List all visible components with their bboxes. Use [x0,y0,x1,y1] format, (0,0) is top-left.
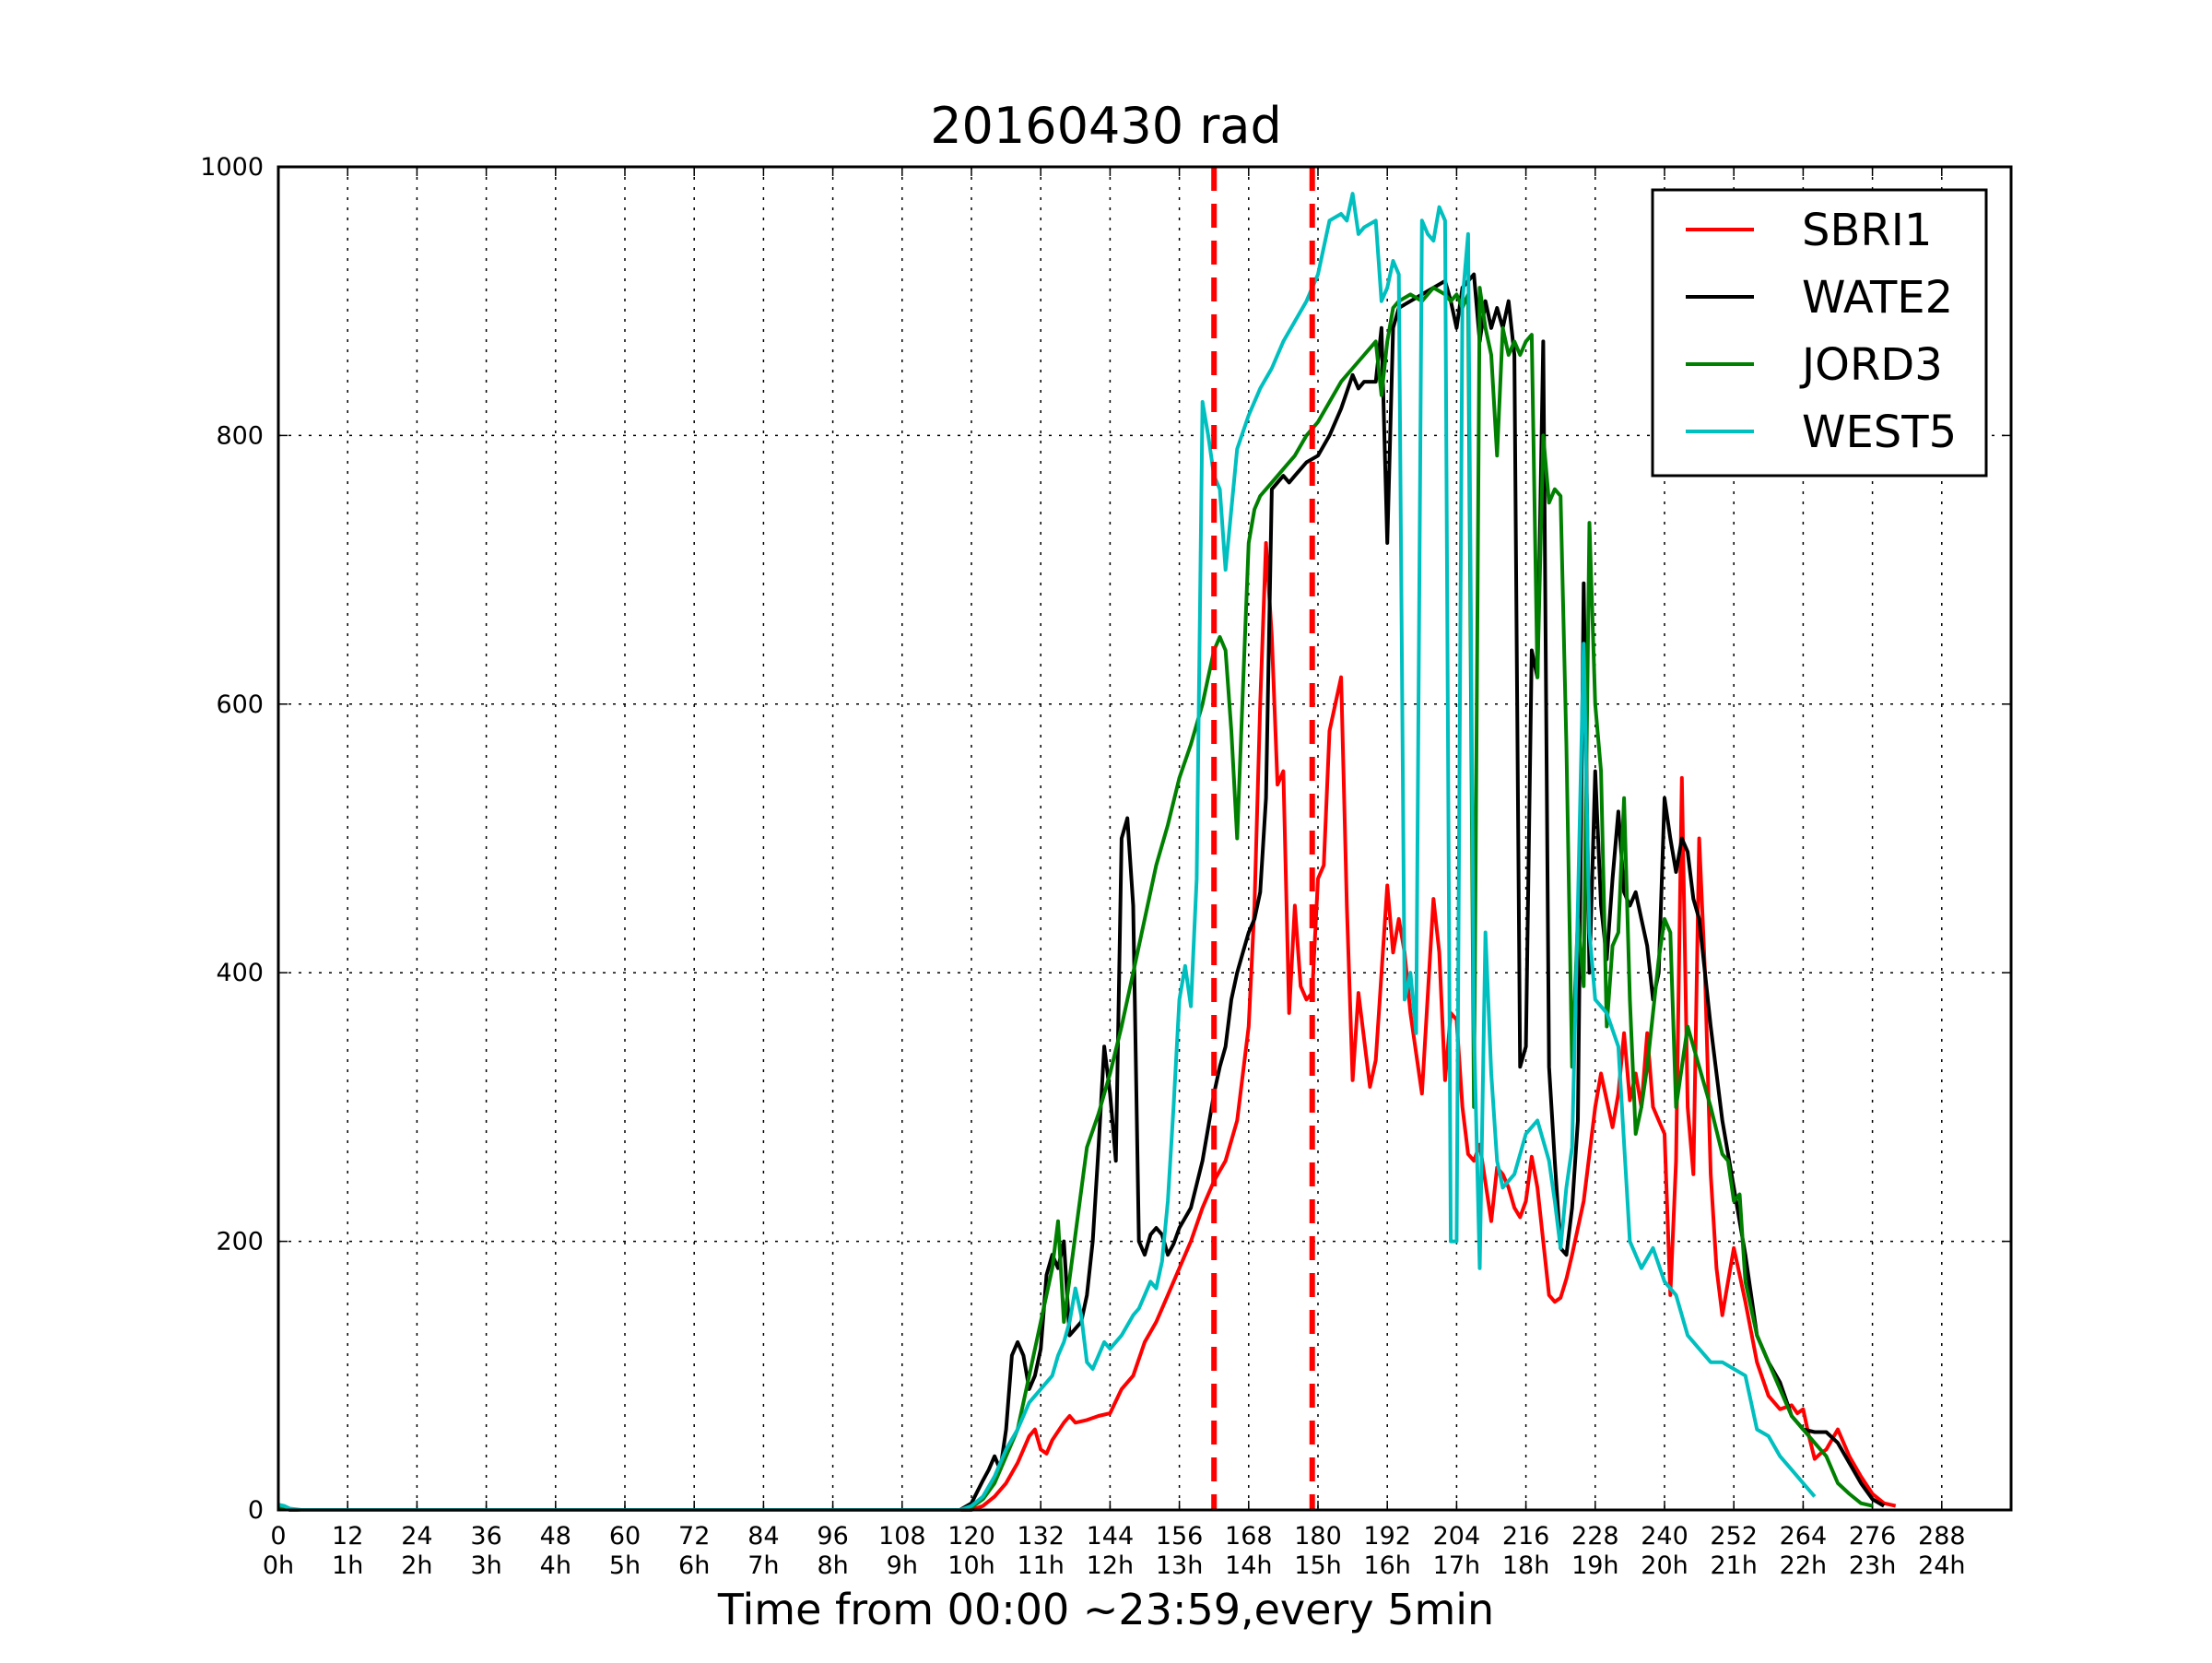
series-group [277,192,1897,1512]
x-tick-hour-label: 15h [1294,1551,1341,1580]
legend-box [1651,188,1988,478]
x-tick-label: 84 [747,1522,779,1551]
x-tick-hour-label: 23h [1849,1551,1896,1580]
legend-label-jord3: JORD3 [1799,339,1943,391]
x-tick-label: 120 [947,1522,995,1551]
y-tick-label: 600 [216,690,264,719]
series-line-wate2 [278,272,1886,1512]
x-tick-label: 156 [1156,1522,1204,1551]
x-tick-hour-label: 4h [540,1551,571,1580]
x-tick-hour-label: 0h [263,1551,294,1580]
x-tick-label: 0 [270,1522,286,1551]
x-tick-label: 216 [1502,1522,1550,1551]
y-tick-label: 200 [216,1228,264,1256]
x-tick-hour-label: 14h [1225,1551,1272,1580]
x-tick-hour-label: 7h [747,1551,779,1580]
legend-label-west5: WEST5 [1802,407,1957,458]
x-tick-hour-label: 17h [1433,1551,1480,1580]
legend-label-wate2: WATE2 [1802,272,1953,324]
x-tick-label: 180 [1294,1522,1342,1551]
x-tick-hour-label: 5h [609,1551,641,1580]
y-tick-label: 400 [216,959,264,987]
x-tick-hour-label: 18h [1502,1551,1549,1580]
x-tick-hour-label: 11h [1017,1551,1064,1580]
x-tick-label: 264 [1780,1522,1828,1551]
x-tick-label: 252 [1710,1522,1758,1551]
x-tick-hour-label: 8h [817,1551,848,1580]
x-tick-label: 276 [1849,1522,1897,1551]
x-tick-label: 48 [540,1522,571,1551]
x-tick-label: 204 [1433,1522,1481,1551]
x-tick-hour-label: 13h [1156,1551,1203,1580]
x-tick-label: 192 [1363,1522,1411,1551]
x-tick-label: 228 [1571,1522,1619,1551]
x-tick-label: 60 [609,1522,641,1551]
x-tick-label: 144 [1087,1522,1135,1551]
x-tick-hour-label: 12h [1087,1551,1134,1580]
x-tick-hour-label: 19h [1571,1551,1618,1580]
series-line-west5 [277,192,1817,1512]
x-tick-hour-label: 21h [1710,1551,1757,1580]
x-tick-hour-label: 9h [887,1551,918,1580]
x-tick-hour-label: 22h [1780,1551,1827,1580]
x-tick-label: 96 [817,1522,848,1551]
legend: SBRI1 WATE2 JORD3 WEST5 [1651,188,1988,478]
x-tick-label: 240 [1641,1522,1688,1551]
x-tick-hour-label: 16h [1363,1551,1410,1580]
x-tick-label: 24 [401,1522,432,1551]
x-tick-label: 132 [1017,1522,1065,1551]
x-axis-label: Time from 00:00 ~23:59,every 5min [717,1585,1494,1634]
x-tick-label: 108 [878,1522,926,1551]
y-tick-label: 0 [248,1496,264,1525]
x-tick-label: 288 [1918,1522,1966,1551]
x-tick-label: 72 [678,1522,710,1551]
x-tick-hour-label: 6h [678,1551,710,1580]
x-tick-hour-label: 3h [470,1551,501,1580]
vertical-markers [1211,167,1315,1510]
x-tick-hour-label: 24h [1918,1551,1965,1580]
x-tick-label: 36 [470,1522,501,1551]
axis-ticks: 00h121h242h363h484h605h726h847h968h1089h… [200,153,2011,1580]
y-tick-label: 800 [216,421,264,450]
x-tick-hour-label: 20h [1641,1551,1688,1580]
legend-label-sbri1: SBRI1 [1802,205,1932,256]
chart-title: 20160430 rad [930,97,1282,155]
x-tick-hour-label: 2h [401,1551,432,1580]
y-tick-label: 1000 [200,153,264,182]
x-tick-hour-label: 10h [947,1551,994,1580]
plot-frame [276,165,2013,1512]
x-tick-label: 168 [1225,1522,1273,1551]
x-tick-label: 12 [332,1522,363,1551]
x-tick-hour-label: 1h [332,1551,363,1580]
